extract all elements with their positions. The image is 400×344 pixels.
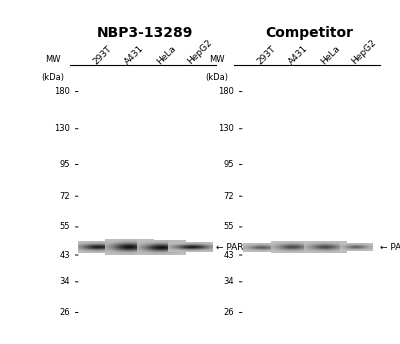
Text: A431: A431	[122, 43, 145, 66]
Text: HepG2: HepG2	[186, 38, 214, 66]
Text: 43: 43	[223, 250, 234, 259]
Text: 180: 180	[218, 87, 234, 96]
Text: 95: 95	[60, 160, 70, 169]
Text: 55: 55	[224, 223, 234, 232]
Text: 293T: 293T	[92, 44, 114, 66]
Text: ← PAR4: ← PAR4	[380, 243, 400, 252]
Text: 43: 43	[59, 250, 70, 259]
Text: HepG2: HepG2	[350, 38, 378, 66]
Text: 180: 180	[54, 87, 70, 96]
Text: 34: 34	[59, 277, 70, 286]
Text: 34: 34	[223, 277, 234, 286]
Text: MW: MW	[209, 55, 224, 64]
Text: 130: 130	[218, 124, 234, 133]
Text: 95: 95	[224, 160, 234, 169]
Text: 72: 72	[223, 192, 234, 201]
Text: 293T: 293T	[256, 44, 278, 66]
Text: ← PAR4: ← PAR4	[216, 243, 249, 252]
Text: (kDa): (kDa)	[205, 73, 228, 82]
Text: MW: MW	[45, 55, 60, 64]
Text: 26: 26	[59, 308, 70, 317]
Text: NBP3-13289: NBP3-13289	[97, 25, 193, 40]
Text: (kDa): (kDa)	[41, 73, 64, 82]
Text: HeLa: HeLa	[319, 44, 341, 66]
Text: Competitor: Competitor	[265, 25, 353, 40]
Text: A431: A431	[286, 43, 309, 66]
Text: HeLa: HeLa	[155, 44, 177, 66]
Text: 130: 130	[54, 124, 70, 133]
Text: 72: 72	[59, 192, 70, 201]
Text: 55: 55	[60, 223, 70, 232]
Text: 26: 26	[223, 308, 234, 317]
